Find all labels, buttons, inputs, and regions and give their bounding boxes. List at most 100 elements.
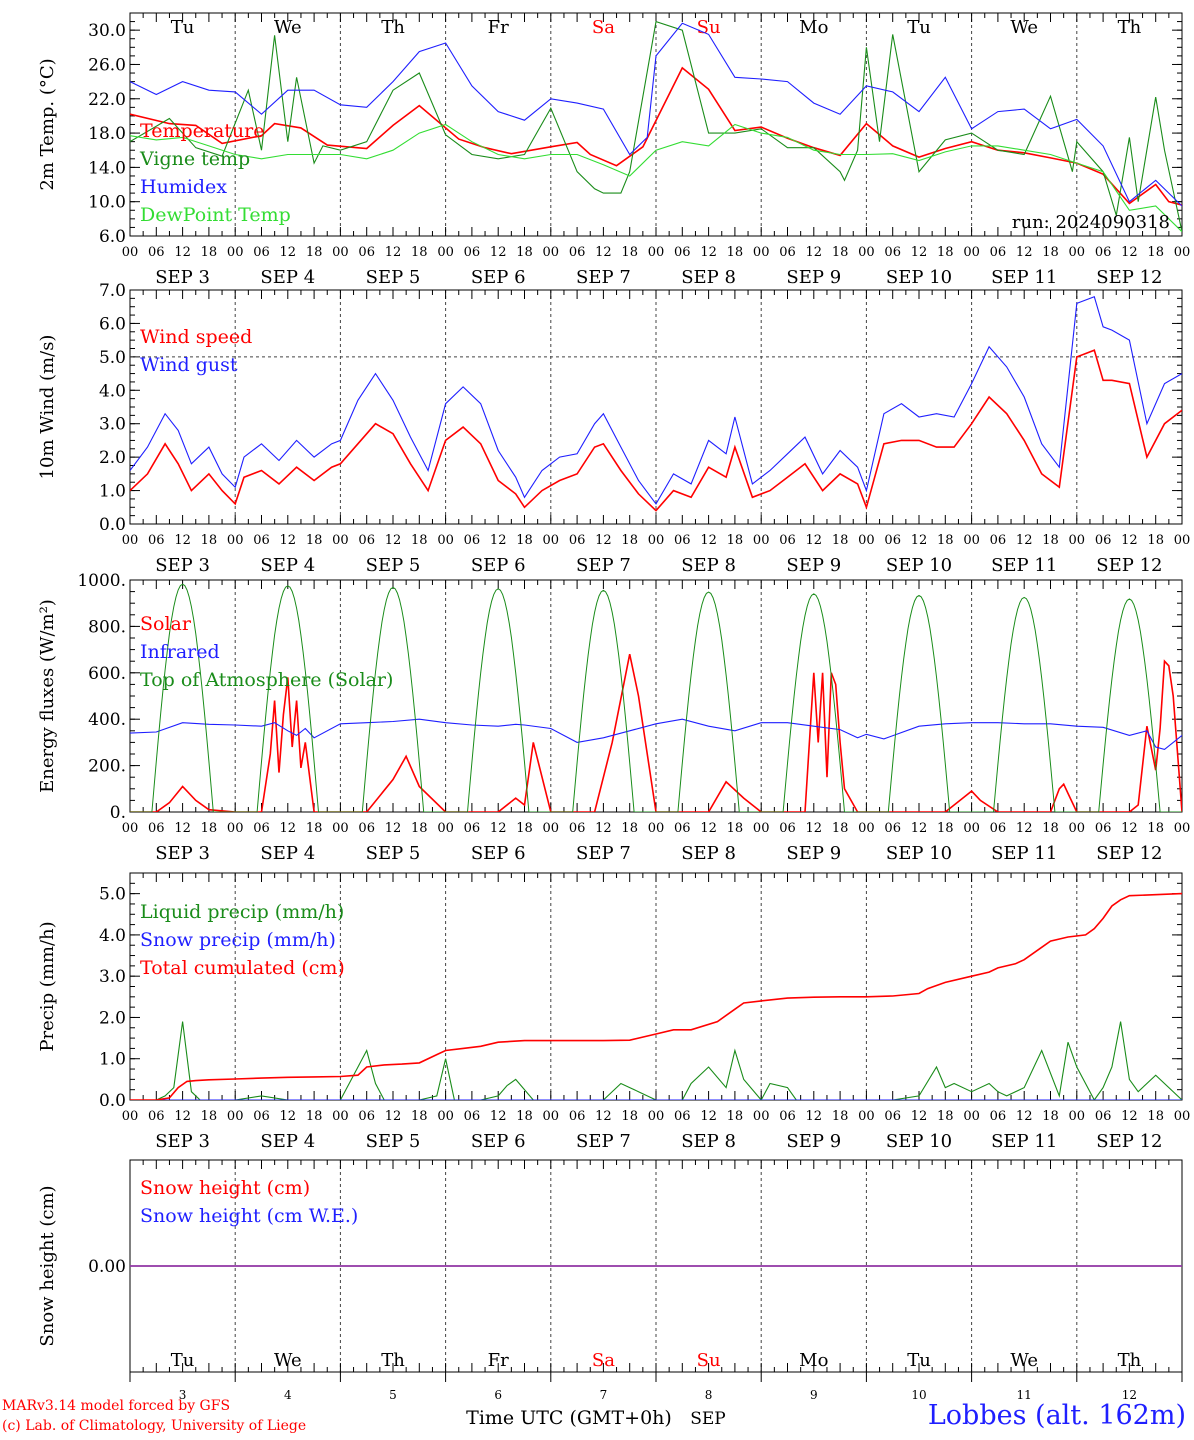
y-tick-label: 5.0 [99,348,126,368]
hour-tick-label: 00 [1174,533,1191,548]
hour-tick-label: 06 [1095,533,1112,548]
hour-tick-label: 12 [1016,245,1033,260]
hour-tick-label: 00 [753,1109,770,1124]
x-axis-month: SEP [690,1409,726,1429]
y-tick-label: 1.0 [99,482,126,502]
date-label: SEP 3 [155,843,210,864]
y-tick-label: 0. [110,803,126,823]
y-tick-label: 800. [88,617,126,637]
hour-tick-label: 18 [1147,821,1164,836]
hour-tick-label: 18 [727,821,744,836]
hour-tick-label: 18 [727,533,744,548]
hour-tick-label: 00 [227,1109,244,1124]
series-line-2 [130,22,1182,207]
hour-tick-label: 18 [937,1109,954,1124]
hour-tick-label: 06 [253,245,270,260]
hour-tick-label: 00 [437,821,454,836]
hour-tick-label: 06 [569,1109,586,1124]
date-label: SEP 9 [786,843,841,864]
day-number: 5 [389,1388,397,1402]
day-label-mo: Mo [799,17,828,38]
y-tick-label: 30.0 [88,21,126,41]
date-label: SEP 5 [366,1131,421,1152]
hour-tick-label: 12 [1121,1109,1138,1124]
hour-tick-label: 12 [911,245,928,260]
series-line-1 [130,718,1182,751]
hour-tick-label: 12 [911,533,928,548]
series-line-0 [130,349,1182,512]
date-label: SEP 7 [576,267,631,288]
hour-tick-label: 00 [332,821,349,836]
date-label: SEP 12 [1096,555,1162,576]
series-line-2 [130,583,1182,812]
hour-tick-label: 12 [280,821,297,836]
y-tick-label: 200. [88,757,126,777]
y-tick-label: 4.0 [99,926,126,946]
hour-tick-label: 00 [963,245,980,260]
hour-tick-label: 18 [411,533,428,548]
hour-tick-label: 12 [595,821,612,836]
hour-tick-label: 18 [727,245,744,260]
day-label-we: We [274,1350,302,1371]
y-tick-label: 0.0 [99,515,126,535]
hour-tick-label: 18 [306,533,323,548]
hour-tick-label: 18 [1042,245,1059,260]
hour-tick-label: 12 [280,533,297,548]
hour-tick-label: 12 [700,1109,717,1124]
hour-tick-label: 12 [385,821,402,836]
hour-tick-label: 00 [1174,821,1191,836]
y-tick-label: 600. [88,664,126,684]
y-axis-label: Snow height (cm) [37,1185,58,1346]
hour-tick-label: 06 [253,1109,270,1124]
day-label-mo: Mo [799,1350,828,1371]
date-label: SEP 8 [681,843,736,864]
legend-entry: Wind gust [140,354,238,376]
day-number: 10 [911,1388,926,1402]
day-number: 8 [705,1388,713,1402]
date-label: SEP 10 [886,267,952,288]
date-label: SEP 6 [471,843,526,864]
hour-tick-label: 18 [411,245,428,260]
date-label: SEP 8 [681,267,736,288]
series-line-0 [130,654,1182,812]
hour-tick-label: 18 [621,533,638,548]
hour-tick-label: 18 [832,1109,849,1124]
hour-tick-label: 06 [990,1109,1007,1124]
y-axis-label: Energy fluxes (W/m²) [37,599,58,793]
y-tick-label: 1.0 [99,1050,126,1070]
date-label: SEP 10 [886,843,952,864]
hour-tick-label: 00 [753,533,770,548]
hour-tick-label: 06 [253,533,270,548]
hour-tick-label: 06 [990,821,1007,836]
hour-tick-label: 06 [358,1109,375,1124]
hour-tick-label: 06 [674,245,691,260]
legend-entry: Top of Atmosphere (Solar) [140,669,393,691]
day-label-th: Th [1118,1350,1142,1371]
y-tick-label: 400. [88,710,126,730]
day-label-th: Th [381,17,405,38]
date-label: SEP 10 [886,555,952,576]
hour-tick-label: 18 [306,1109,323,1124]
y-tick-label: 18.0 [88,124,126,144]
y-tick-label: 10.0 [88,193,126,213]
hour-tick-label: 06 [358,245,375,260]
date-label: SEP 6 [471,267,526,288]
hour-tick-label: 00 [543,245,560,260]
date-label: SEP 12 [1096,843,1162,864]
hour-tick-label: 00 [1069,821,1086,836]
hour-tick-label: 00 [437,245,454,260]
day-number: 4 [284,1388,292,1402]
hour-tick-label: 18 [201,533,218,548]
hour-tick-label: 18 [306,821,323,836]
series-line-3 [130,123,1182,233]
date-label: SEP 4 [260,843,315,864]
y-tick-label: 2.0 [99,448,126,468]
hour-tick-label: 06 [253,821,270,836]
day-number: 3 [179,1388,187,1402]
day-number: 6 [494,1388,502,1402]
hour-tick-label: 00 [227,821,244,836]
y-tick-label: 1000. [77,571,126,591]
legend-entry: Vigne temp [139,148,250,170]
hour-tick-label: 00 [648,533,665,548]
hour-tick-label: 06 [884,533,901,548]
